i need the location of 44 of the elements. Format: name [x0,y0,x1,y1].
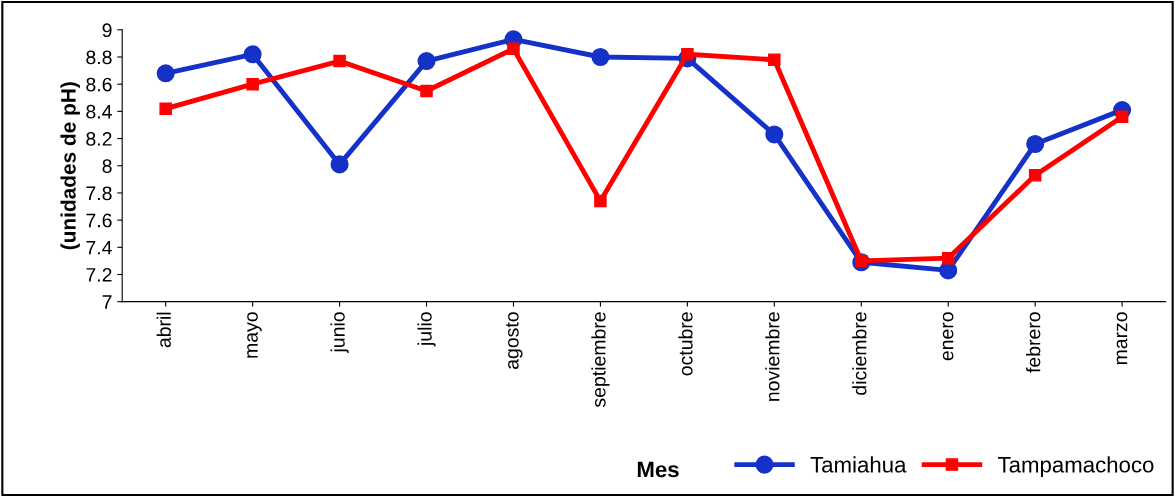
x-tick-label: agosto [505,312,523,369]
point [591,47,610,67]
y-tick-label: 8.2 [86,132,112,146]
point [765,125,784,144]
point [1115,110,1129,124]
y-tick-label: 7.2 [86,267,112,282]
point [1026,134,1045,154]
y-tick-label: 8 [102,159,112,173]
point [1028,169,1042,182]
point [941,251,955,265]
point [594,194,607,208]
x-axis-title: Mes [637,461,679,478]
point [243,45,262,64]
point [330,155,349,174]
x-tick-label: marzo [1116,312,1128,365]
x-tick-label: febrero [1026,312,1041,373]
point [159,102,172,115]
y-axis-title: (unidades de pH) [60,82,80,250]
point [333,54,346,68]
y-tick-label: 7.8 [86,186,112,201]
y-tick-label: 8.6 [86,77,112,92]
point [768,53,781,66]
y-tick-label: 8.4 [86,104,112,119]
x-tick-label: diciembre [852,312,867,395]
x-tick-label: julio [417,312,436,347]
x-tick-label: enero [942,312,954,361]
x-tick-label: octubre [678,312,693,376]
y-tick-label: 7.4 [86,240,112,255]
point [156,64,175,83]
legend-label: Tampamachoco [998,456,1154,477]
legend-label: Tamiahua [810,456,907,473]
x-tick-label: junio [330,312,349,353]
point [507,42,520,56]
point [417,52,436,71]
y-tick-label: 7 [102,295,112,309]
x-tick-label: abril [156,312,171,348]
x-tick-label: mayo [247,312,262,358]
point [246,77,259,91]
point [420,84,433,98]
y-tick-label: 8.8 [86,50,112,65]
x-tick-label: septiembre [591,312,610,408]
y-tick-label: 9 [102,23,112,38]
x-tick-label: noviembre [765,312,780,401]
y-tick-label: 7.6 [86,213,112,228]
